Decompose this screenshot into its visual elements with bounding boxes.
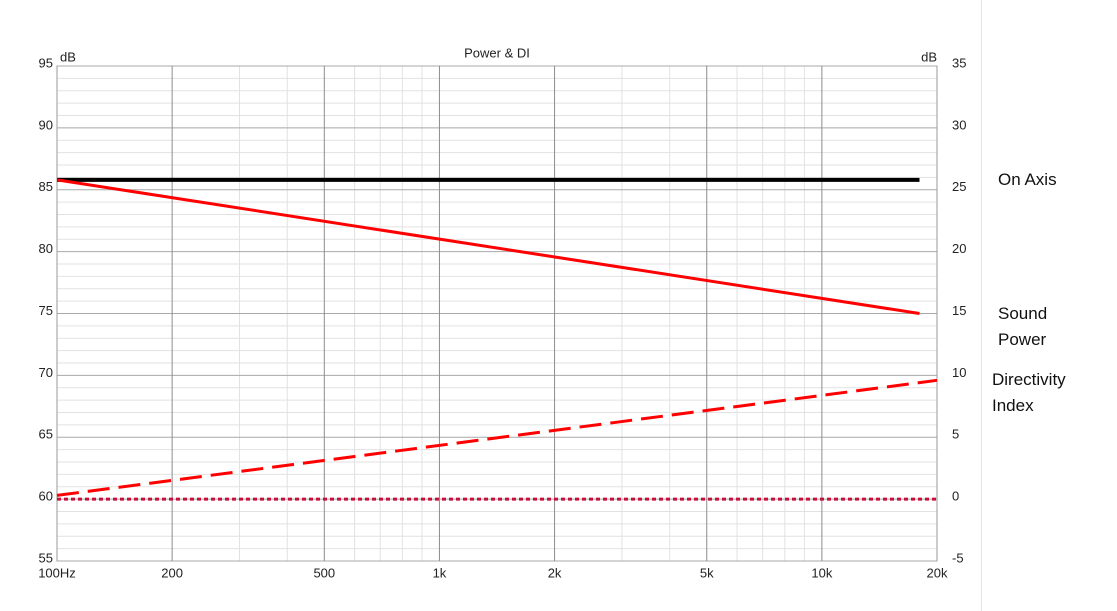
y2-tick-label: 0 (952, 489, 959, 504)
y-tick-label: 85 (39, 179, 53, 194)
y-unit: dB (60, 49, 76, 64)
legend-label: Sound Power (998, 303, 1048, 349)
x-tick-label: 2k (548, 565, 562, 580)
y-tick-label: 95 (39, 55, 53, 70)
y-tick-label: 65 (39, 427, 53, 442)
y2-tick-label: 30 (952, 117, 966, 132)
x-tick-label: 5k (700, 565, 714, 580)
legend-label: Directivity Index (992, 370, 1066, 416)
y2-unit: dB (921, 49, 937, 64)
grid (56, 65, 938, 562)
y2-tick-label: 5 (952, 427, 959, 442)
y-tick-label: 75 (39, 303, 53, 318)
y-tick-label: 90 (39, 117, 53, 132)
y2-tick-label: 25 (952, 179, 966, 194)
legend-panel: On Axis Sound Power Directivity Index (981, 0, 1117, 611)
y2-tick-label: 35 (952, 55, 966, 70)
x-tick-label: 500 (313, 565, 335, 580)
legend-label: On Axis (998, 169, 1057, 189)
chart: Power & DI dB dB 55 60 65 70 75 80 85 90 95 -5 0 5 1… (38, 45, 966, 580)
y2-tick-label: 10 (952, 365, 966, 380)
y-tick-label: 55 (39, 550, 53, 565)
x-tick-label: 10k (811, 565, 832, 580)
x-tick-label: 20k (927, 565, 948, 580)
y-tick-label: 60 (39, 489, 53, 504)
y-tick-label: 70 (39, 365, 53, 380)
series-line (56, 378, 938, 497)
y-tick-label: 80 (39, 241, 53, 256)
x-tick-label: 100Hz (38, 565, 76, 580)
chart-title: Power & DI (464, 45, 530, 60)
y2-tick-label: -5 (952, 550, 964, 565)
x-tick-label: 1k (433, 565, 447, 580)
y2-tick-label: 20 (952, 241, 966, 256)
series-line (56, 178, 920, 315)
y2-tick-label: 15 (952, 303, 966, 318)
x-tick-label: 200 (161, 565, 183, 580)
